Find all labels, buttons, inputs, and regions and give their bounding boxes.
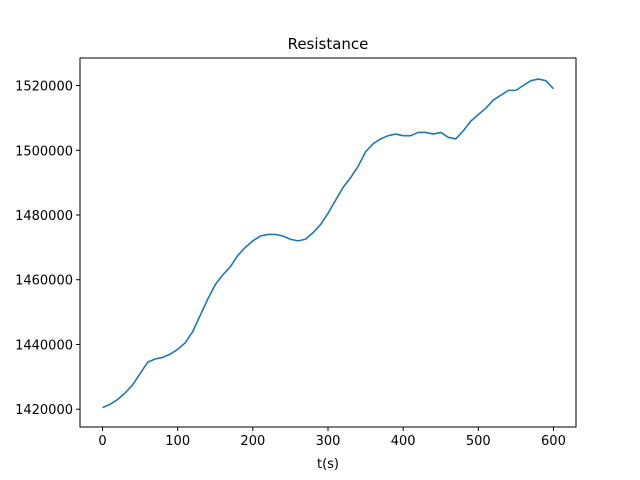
x-tick-label: 400: [391, 434, 416, 449]
x-tick-label: 200: [240, 434, 265, 449]
x-axis: 0 100 200 300 400 500 600: [98, 427, 566, 449]
y-tick-label: 1420000: [15, 403, 73, 418]
x-axis-label: t(s): [317, 457, 339, 472]
y-tick-label: 1480000: [15, 209, 73, 224]
y-tick-label: 1440000: [15, 338, 73, 353]
x-tick-label: 100: [165, 434, 190, 449]
x-tick-label: 300: [316, 434, 341, 449]
y-tick-label: 1500000: [15, 144, 73, 159]
chart-title: Resistance: [288, 35, 369, 53]
plot-area: [102, 78, 555, 409]
x-tick-label: 0: [98, 434, 106, 449]
series-line: [102, 78, 555, 409]
x-tick-label: 600: [541, 434, 566, 449]
y-tick-label: 1520000: [15, 80, 73, 95]
y-axis: 1420000 1440000 1460000 1480000 1500000 15200…: [15, 80, 80, 418]
x-tick-label: 500: [466, 434, 491, 449]
y-tick-label: 1460000: [15, 274, 73, 289]
